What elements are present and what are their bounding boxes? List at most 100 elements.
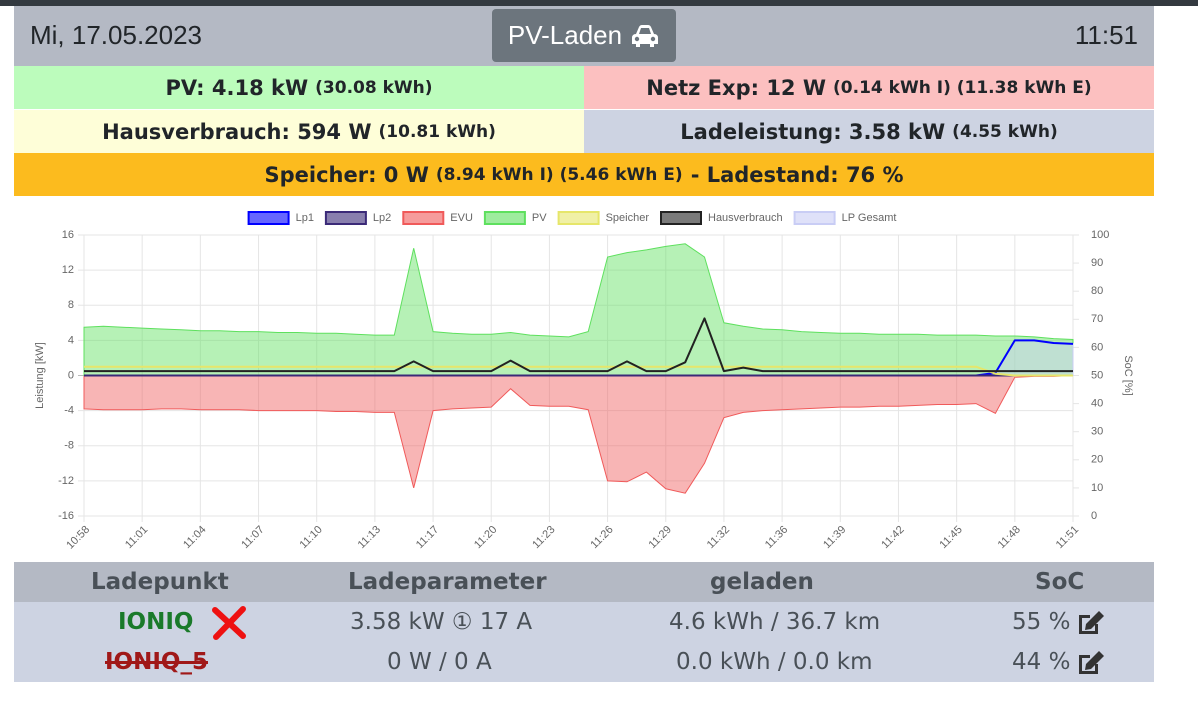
legend-label: Lp2 xyxy=(373,212,391,224)
legend-label: LP Gesamt xyxy=(842,212,897,224)
legend-label: PV xyxy=(532,212,547,224)
pv-main: PV: 4.18 kW xyxy=(165,75,309,100)
charged: 0.0 kWh / 0.0 km xyxy=(676,649,873,675)
storage-detail: (8.94 kWh I) (5.46 kWh E) xyxy=(435,164,683,185)
mode-button[interactable]: PV-Laden xyxy=(492,9,676,62)
vehicle-name: IONIQ_5 xyxy=(105,649,208,675)
x-tick-label: 11:01 xyxy=(123,524,150,551)
vehicle-name: IONIQ xyxy=(118,609,194,635)
x-tick-label: 10:58 xyxy=(64,524,92,552)
y-tick-label: -4 xyxy=(64,405,74,417)
x-tick-label: 11:04 xyxy=(181,524,208,551)
legend-label: Speicher xyxy=(606,212,650,224)
legend-item: Speicher xyxy=(557,211,650,225)
legend-item: PV xyxy=(483,211,547,225)
y-tick-label: 12 xyxy=(62,264,74,276)
y-tick-label: -16 xyxy=(58,510,74,522)
table-row: IONIQ_5 0 W / 0 A 0.0 kWh / 0.0 km 44 % xyxy=(14,642,1154,682)
area xyxy=(83,375,1074,494)
soc: 44 % xyxy=(1012,649,1071,675)
soc: 55 % xyxy=(1012,609,1071,635)
legend-swatch xyxy=(483,211,526,225)
y2-tick-label: 10 xyxy=(1091,482,1103,494)
legend-label: Lp1 xyxy=(296,212,314,224)
x-tick-label: 11:51 xyxy=(1054,524,1081,551)
top-bar xyxy=(0,0,1198,6)
mode-label: PV-Laden xyxy=(507,20,623,50)
x-tick-label: 11:39 xyxy=(821,524,848,551)
charge-status: Ladeleistung: 3.58 kW (4.55 kWh) xyxy=(584,110,1154,153)
y-tick-label: 16 xyxy=(62,229,74,241)
legend-item: Lp1 xyxy=(247,211,314,225)
car-icon xyxy=(632,24,659,47)
x-tick-label: 11:32 xyxy=(705,524,732,551)
y2-axis-title: SoC [%] xyxy=(1122,355,1134,395)
pv-status: PV: 4.18 kW (30.08 kWh) xyxy=(14,66,584,109)
x-tick-label: 11:17 xyxy=(414,524,441,551)
legend-label: EVU xyxy=(450,212,473,224)
charge-main: Ladeleistung: 3.58 kW xyxy=(680,119,946,144)
y-axis-title: Leistung [kW] xyxy=(34,342,46,409)
y2-tick-label: 90 xyxy=(1091,257,1103,269)
y-tick-label: -8 xyxy=(64,440,74,452)
house-detail: (10.81 kWh) xyxy=(378,121,496,142)
y-tick-label: 4 xyxy=(68,334,74,346)
y2-tick-label: 80 xyxy=(1091,285,1103,297)
th: Ladeparameter xyxy=(348,569,547,595)
grid-main: Netz Exp: 12 W xyxy=(646,75,827,100)
legend-swatch xyxy=(247,211,290,225)
legend-item: LP Gesamt xyxy=(793,211,897,225)
legend-swatch xyxy=(793,211,836,225)
charge-params: 3.58 kW ① 17 A xyxy=(350,609,533,635)
storage-main: Speicher: 0 W xyxy=(264,162,429,187)
x-tick-label: 11:23 xyxy=(530,524,557,551)
legend-swatch xyxy=(324,211,367,225)
line xyxy=(84,365,1073,377)
storage-soc: - Ladestand: 76 % xyxy=(690,162,904,187)
th: Ladepunkt xyxy=(91,569,229,595)
x-tick-label: 11:26 xyxy=(588,524,615,551)
grid-status: Netz Exp: 12 W (0.14 kWh I) (11.38 kWh E) xyxy=(584,66,1154,109)
pv-detail: (30.08 kWh) xyxy=(315,77,433,98)
legend-swatch xyxy=(557,211,600,225)
grid-detail: (0.14 kWh I) (11.38 kWh E) xyxy=(833,77,1092,98)
y2-tick-label: 40 xyxy=(1091,398,1103,410)
area xyxy=(83,243,1074,376)
x-tick-label: 11:36 xyxy=(763,524,790,551)
legend-swatch xyxy=(660,211,702,225)
y2-tick-label: 0 xyxy=(1091,510,1097,522)
edit-icon[interactable] xyxy=(1076,609,1106,637)
charged: 4.6 kWh / 36.7 km xyxy=(669,609,881,635)
y2-tick-label: 100 xyxy=(1091,229,1109,241)
x-tick-label: 11:45 xyxy=(937,524,964,551)
stop-icon[interactable] xyxy=(211,606,247,640)
legend-swatch xyxy=(402,211,445,225)
chart: -16 -12 -8 -4 0 4 8 12 16 0 10 20 30 40 50 60 70 80 90 100 1… xyxy=(34,211,1134,552)
legend-label: Hausverbrauch xyxy=(708,212,783,224)
y2-tick-label: 50 xyxy=(1091,369,1103,381)
time: 11:51 xyxy=(1074,20,1138,50)
y2-tick-label: 20 xyxy=(1091,454,1103,466)
date: Mi, 17.05.2023 xyxy=(30,20,203,50)
th: geladen xyxy=(710,569,814,595)
charge-table: Ladepunkt Ladeparameter geladen SoC IONI… xyxy=(14,562,1154,682)
y2-tick-label: 70 xyxy=(1091,313,1103,325)
header-bar: Mi, 17.05.2023 PV-Laden 11:51 xyxy=(14,6,1154,66)
legend-item: Hausverbrauch xyxy=(660,211,783,225)
legend-item: EVU xyxy=(402,211,473,225)
y2-tick-label: 60 xyxy=(1091,341,1103,353)
table-header: Ladepunkt Ladeparameter geladen SoC xyxy=(14,562,1154,602)
x-tick-label: 11:13 xyxy=(356,524,383,551)
y-tick-label: 0 xyxy=(68,369,74,381)
legend-item: Lp2 xyxy=(324,211,391,225)
y2-tick-label: 30 xyxy=(1091,426,1103,438)
x-tick-label: 11:07 xyxy=(239,524,266,551)
edit-icon[interactable] xyxy=(1076,649,1106,677)
x-tick-label: 11:42 xyxy=(879,524,906,551)
x-tick-label: 11:29 xyxy=(647,524,674,551)
line xyxy=(84,317,1073,373)
th: SoC xyxy=(1035,569,1085,595)
storage-status: Speicher: 0 W (8.94 kWh I) (5.46 kWh E) - … xyxy=(14,153,1154,196)
